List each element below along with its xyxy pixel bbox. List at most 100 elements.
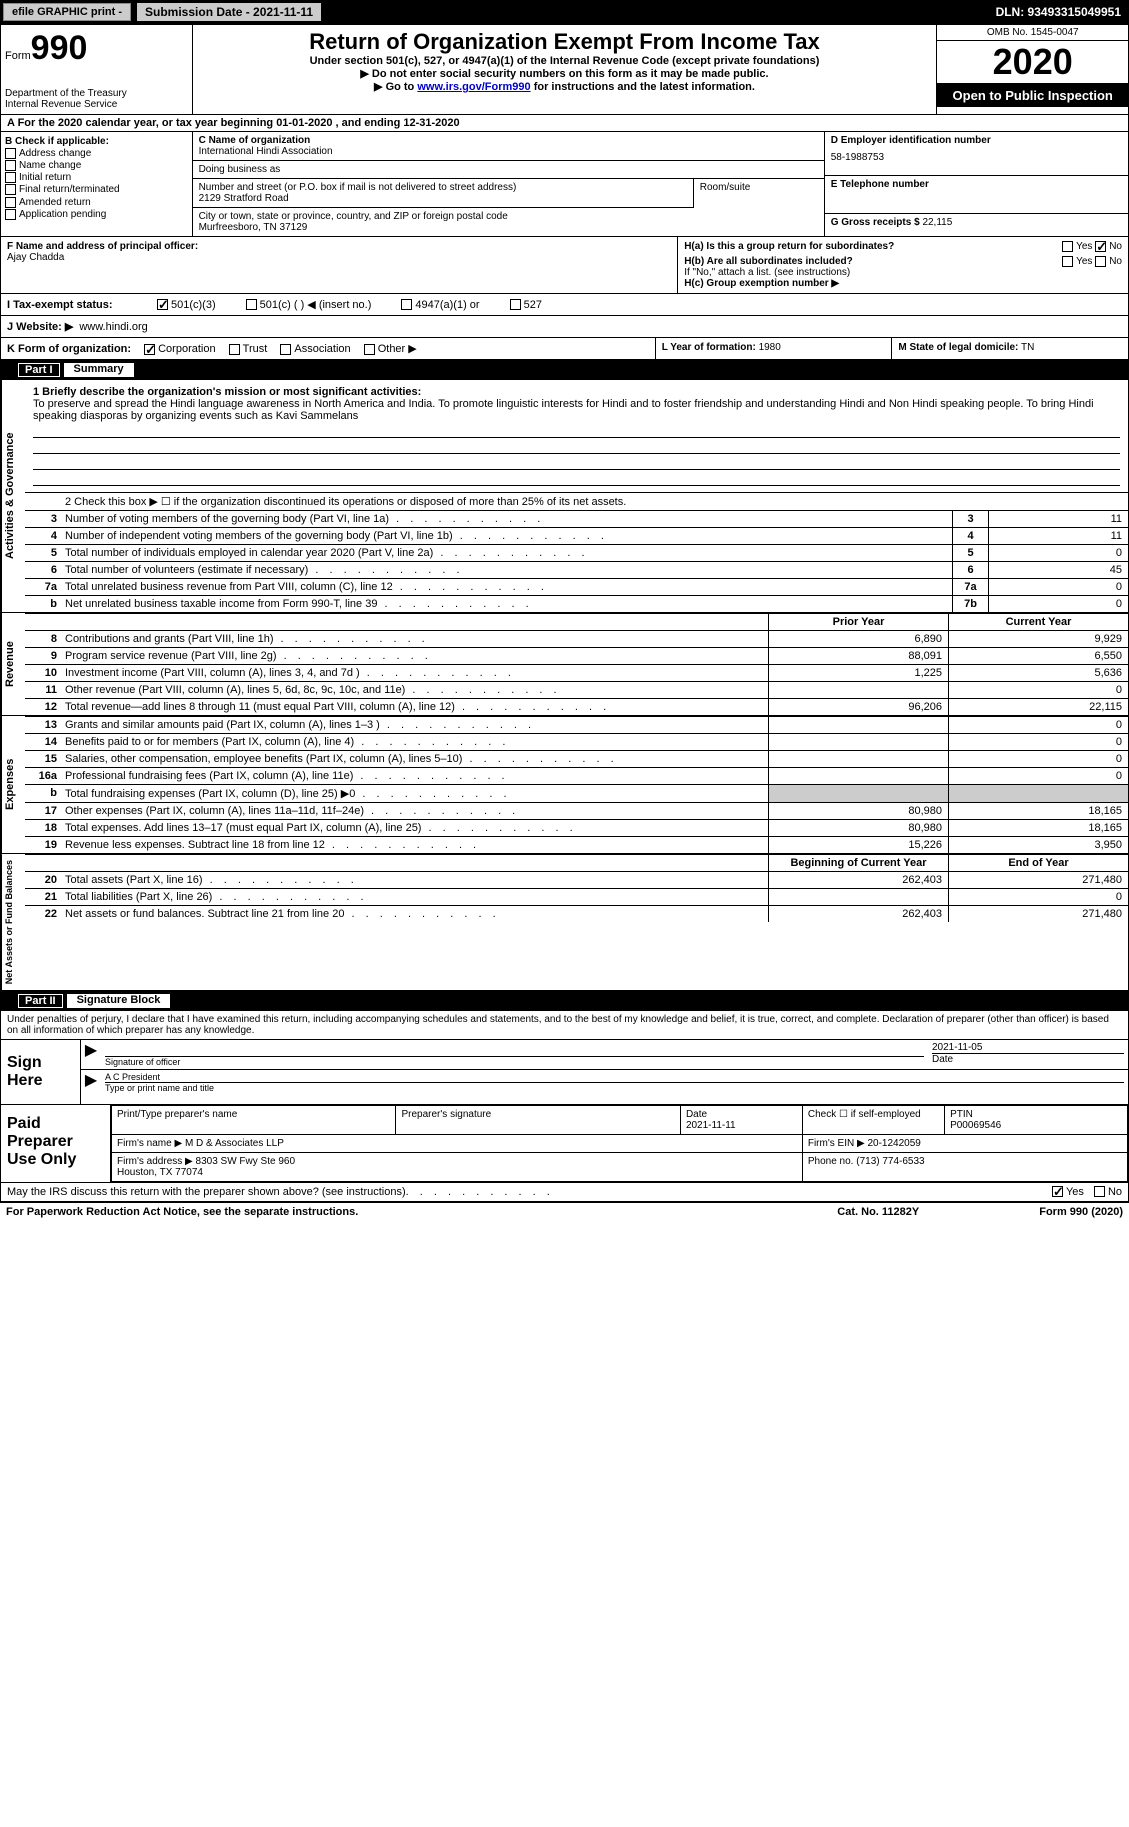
address-cell: Number and street (or P.O. box if mail i… (193, 179, 694, 208)
line-5: 5Total number of individuals employed in… (25, 544, 1128, 561)
line-12: 12Total revenue—add lines 8 through 11 (… (25, 698, 1128, 715)
line-8: 8Contributions and grants (Part VIII, li… (25, 630, 1128, 647)
prep-sig-label: Preparer's signature (396, 1106, 680, 1135)
check-501c3[interactable] (157, 299, 168, 310)
line-18: 18Total expenses. Add lines 13–17 (must … (25, 819, 1128, 836)
telephone-cell: E Telephone number (825, 176, 1128, 214)
form-subtitle: Under section 501(c), 527, or 4947(a)(1)… (197, 55, 933, 67)
submission-date: Submission Date - 2021-11-11 (137, 3, 321, 21)
org-name-cell: C Name of organization International Hin… (193, 132, 824, 161)
firm-name: Firm's name ▶ M D & Associates LLP (112, 1135, 803, 1153)
hb-note: If "No," attach a list. (see instruction… (684, 267, 1122, 278)
check-amended[interactable]: Amended return (5, 197, 188, 208)
form-header: Form990 Department of the Treasury Inter… (0, 24, 1129, 115)
sig-officer-label: Signature of officer (105, 1056, 924, 1067)
gross-receipts-cell: G Gross receipts $ 22,115 (825, 214, 1128, 236)
officer-name-label: Type or print name and title (105, 1082, 1124, 1093)
line-b: bTotal fundraising expenses (Part IX, co… (25, 784, 1128, 802)
dba-cell: Doing business as (193, 161, 824, 179)
sig-date: 2021-11-05 (932, 1042, 1124, 1053)
net-header: Beginning of Current Year End of Year (25, 854, 1128, 871)
discuss-row: May the IRS discuss this return with the… (0, 1183, 1129, 1202)
omb-number: OMB No. 1545-0047 (937, 25, 1128, 41)
officer-print-name: A C President (105, 1072, 1124, 1082)
sign-block: Sign Here ▶ Signature of officer 2021-11… (0, 1040, 1129, 1105)
ein-cell: D Employer identification number 58-1988… (825, 132, 1128, 176)
part1-header: Part I Summary (0, 360, 1129, 380)
hc-row: H(c) Group exemption number ▶ (684, 278, 1122, 289)
preparer-label: Paid Preparer Use Only (1, 1105, 111, 1182)
room-cell: Room/suite (694, 179, 824, 208)
arrow-icon: ▶ (81, 1040, 101, 1069)
prep-name-label: Print/Type preparer's name (112, 1106, 396, 1135)
discuss-no[interactable] (1094, 1186, 1105, 1197)
firm-phone: Phone no. (713) 774-6533 (802, 1153, 1127, 1182)
form-number: Form990 (5, 29, 188, 68)
rev-header: Prior Year Current Year (25, 613, 1128, 630)
arrow-icon: ▶ (81, 1070, 101, 1095)
check-name-change[interactable]: Name change (5, 160, 188, 171)
netassets-label: Net Assets or Fund Balances (1, 854, 25, 990)
expenses-label: Expenses (1, 716, 25, 853)
footer-row: For Paperwork Reduction Act Notice, see … (0, 1202, 1129, 1221)
firm-ein: Firm's EIN ▶ 20-1242059 (802, 1135, 1127, 1153)
mission-block: 1 Briefly describe the organization's mi… (25, 380, 1128, 492)
line-11: 11Other revenue (Part VIII, column (A), … (25, 681, 1128, 698)
check-other[interactable] (364, 344, 375, 355)
check-addr-change[interactable]: Address change (5, 148, 188, 159)
cat-number: Cat. No. 11282Y (837, 1206, 919, 1218)
website-row: J Website: ▶ www.hindi.org (0, 316, 1129, 338)
governance-section: Activities & Governance 1 Briefly descri… (0, 380, 1129, 613)
col-b-checkboxes: B Check if applicable: Address change Na… (1, 132, 193, 236)
row-a-period: A For the 2020 calendar year, or tax yea… (0, 115, 1129, 132)
line-3: 3Number of voting members of the governi… (25, 510, 1128, 527)
date-label: Date (932, 1053, 1124, 1065)
line-7a: 7aTotal unrelated business revenue from … (25, 578, 1128, 595)
line-4: 4Number of independent voting members of… (25, 527, 1128, 544)
check-corp[interactable] (144, 344, 155, 355)
line-15: 15Salaries, other compensation, employee… (25, 750, 1128, 767)
dept-treasury: Department of the Treasury Internal Reve… (5, 88, 188, 110)
revenue-label: Revenue (1, 613, 25, 715)
form-title: Return of Organization Exempt From Incom… (197, 29, 933, 55)
line-6: 6Total number of volunteers (estimate if… (25, 561, 1128, 578)
line-22: 22Net assets or fund balances. Subtract … (25, 905, 1128, 922)
section-fgh: F Name and address of principal officer:… (0, 237, 1129, 294)
top-bar: efile GRAPHIC print - Submission Date - … (0, 0, 1129, 24)
line-16a: 16aProfessional fundraising fees (Part I… (25, 767, 1128, 784)
hb-row: H(b) Are all subordinates included? Yes … (684, 256, 1122, 267)
irs-link[interactable]: www.irs.gov/Form990 (417, 81, 530, 93)
check-4947[interactable] (401, 299, 412, 310)
check-initial[interactable]: Initial return (5, 172, 188, 183)
netassets-section: Net Assets or Fund Balances Beginning of… (0, 854, 1129, 991)
state-domicile: M State of legal domicile: TN (891, 338, 1128, 359)
dln-number: DLN: 93493315049951 (996, 5, 1129, 19)
line-17: 17Other expenses (Part IX, column (A), l… (25, 802, 1128, 819)
firm-address: Firm's address ▶ 8303 SW Fwy Ste 960 Hou… (112, 1153, 803, 1182)
open-inspection: Open to Public Inspection (937, 84, 1128, 107)
ha-row: H(a) Is this a group return for subordin… (684, 241, 1122, 252)
discuss-yes[interactable] (1052, 1186, 1063, 1197)
tax-year: 2020 (937, 41, 1128, 84)
check-501c[interactable] (246, 299, 257, 310)
check-app-pending[interactable]: Application pending (5, 209, 188, 220)
check-final[interactable]: Final return/terminated (5, 184, 188, 195)
klm-row: K Form of organization: Corporation Trus… (0, 338, 1129, 360)
efile-print-button[interactable]: efile GRAPHIC print - (3, 3, 131, 21)
revenue-section: Revenue Prior Year Current Year 8Contrib… (0, 613, 1129, 716)
line-21: 21Total liabilities (Part X, line 26) 0 (25, 888, 1128, 905)
prep-self-employed: Check ☐ if self-employed (802, 1106, 944, 1135)
line-20: 20Total assets (Part X, line 16) 262,403… (25, 871, 1128, 888)
check-assoc[interactable] (280, 344, 291, 355)
prep-ptin: PTINP00069546 (945, 1106, 1128, 1135)
check-527[interactable] (510, 299, 521, 310)
expenses-section: Expenses 13Grants and similar amounts pa… (0, 716, 1129, 854)
line-9: 9Program service revenue (Part VIII, lin… (25, 647, 1128, 664)
check-trust[interactable] (229, 344, 240, 355)
line-14: 14Benefits paid to or for members (Part … (25, 733, 1128, 750)
officer-label: F Name and address of principal officer: (7, 241, 671, 252)
part2-header: Part II Signature Block (0, 991, 1129, 1011)
form-page-ref: Form 990 (2020) (1039, 1206, 1123, 1218)
preparer-block: Paid Preparer Use Only Print/Type prepar… (0, 1105, 1129, 1183)
declaration-text: Under penalties of perjury, I declare th… (0, 1011, 1129, 1040)
